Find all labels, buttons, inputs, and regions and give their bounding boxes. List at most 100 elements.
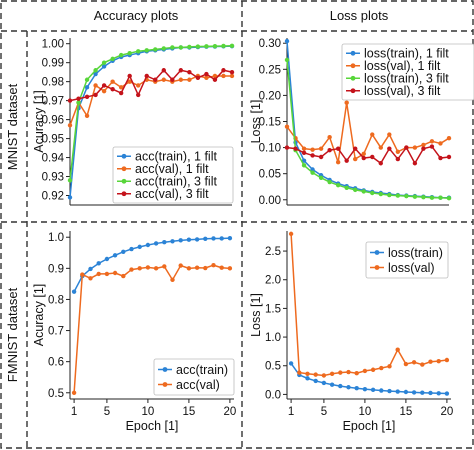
y-tick-label: 0.93: [42, 172, 64, 184]
legend-entry-label: loss(val), 3 filt: [364, 84, 441, 98]
data-point: [346, 369, 351, 375]
data-point: [284, 57, 290, 63]
data-point: [93, 68, 98, 73]
data-point: [338, 383, 343, 389]
y-tick-label: 0.00: [259, 195, 281, 207]
data-point: [395, 156, 401, 162]
data-point: [305, 376, 310, 381]
data-point: [153, 266, 159, 271]
legend-entry-label: acc(train), 3 filt: [135, 175, 217, 189]
data-point: [354, 386, 359, 391]
data-point: [420, 362, 425, 367]
data-point: [429, 139, 435, 144]
data-point: [84, 94, 90, 100]
legend-swatch-marker: [350, 63, 356, 69]
series-line: [286, 102, 450, 163]
data-point: [204, 75, 209, 81]
data-point: [93, 92, 98, 98]
data-point: [170, 239, 175, 244]
data-point: [161, 77, 166, 82]
data-point: [329, 382, 335, 387]
legend-swatch-marker: [121, 153, 127, 159]
data-point: [305, 371, 310, 376]
data-point: [327, 134, 332, 140]
data-point: [101, 64, 107, 69]
data-point: [284, 38, 290, 44]
data-point: [129, 267, 134, 272]
data-point: [101, 60, 107, 65]
data-point: [429, 195, 435, 200]
data-point: [145, 265, 151, 270]
data-point: [344, 185, 349, 190]
data-point: [137, 266, 142, 271]
data-point: [127, 50, 132, 56]
data-point: [335, 182, 341, 188]
legend-box: [112, 146, 234, 204]
y-axis-label: Loss [1]: [249, 293, 263, 337]
data-point: [395, 193, 401, 198]
x-tick-label: 15: [400, 406, 413, 418]
data-point: [321, 380, 327, 386]
x-tick-label: 5: [321, 406, 327, 418]
data-point: [178, 238, 183, 243]
y-tick-label: 0.94: [42, 153, 65, 165]
data-point: [335, 146, 341, 151]
data-point: [379, 365, 384, 371]
data-point: [118, 52, 124, 58]
data-point: [301, 146, 307, 151]
data-point: [153, 241, 159, 246]
column-title-accuracy: Accuracy plots: [94, 8, 179, 23]
data-point: [211, 236, 216, 241]
data-point: [387, 192, 392, 198]
data-point: [121, 249, 126, 255]
data-point: [412, 145, 418, 150]
data-point: [395, 149, 401, 154]
data-point: [361, 155, 366, 161]
chart-mnist-loss: 0.00 0.05 0.10 0.15 0.20 0.25 0.30 Loss [1] loss…: [249, 38, 474, 207]
data-point: [162, 240, 167, 245]
data-point: [101, 88, 107, 94]
data-point: [221, 43, 226, 49]
y-axis-label: Loss [1]: [249, 100, 263, 144]
data-point: [421, 146, 426, 151]
data-point: [284, 124, 290, 129]
data-point: [88, 276, 93, 281]
data-point: [145, 242, 151, 248]
y-tick-label: 0.7: [48, 326, 64, 338]
data-point: [104, 271, 110, 277]
data-point: [378, 145, 383, 150]
data-point: [344, 100, 349, 105]
legend: acc(train)acc(val): [153, 358, 235, 396]
legend-swatch-marker: [374, 250, 380, 255]
data-point: [110, 56, 115, 62]
data-point: [428, 390, 433, 396]
data-point: [71, 289, 77, 294]
data-point: [204, 71, 209, 77]
data-point: [346, 385, 351, 390]
data-point: [170, 45, 175, 50]
data-point: [187, 44, 192, 50]
data-point: [127, 73, 132, 79]
x-tick-label: 1: [288, 406, 294, 418]
data-point: [136, 49, 141, 54]
data-point: [404, 193, 409, 199]
data-point: [178, 68, 184, 73]
y-tick-label: 0.10: [259, 143, 281, 155]
data-point: [370, 367, 376, 372]
data-point: [329, 371, 335, 376]
data-point: [361, 151, 366, 157]
data-point: [204, 44, 209, 49]
data-point: [387, 146, 392, 151]
data-point: [104, 256, 110, 262]
y-tick-label: 2.5: [265, 246, 281, 258]
data-point: [313, 378, 318, 384]
data-point: [301, 158, 307, 163]
legend-swatch-marker: [121, 178, 127, 184]
data-point: [84, 77, 90, 82]
data-point: [195, 44, 201, 49]
data-point: [411, 360, 417, 365]
data-point: [112, 253, 118, 258]
y-tick-label: 0.97: [42, 96, 64, 108]
